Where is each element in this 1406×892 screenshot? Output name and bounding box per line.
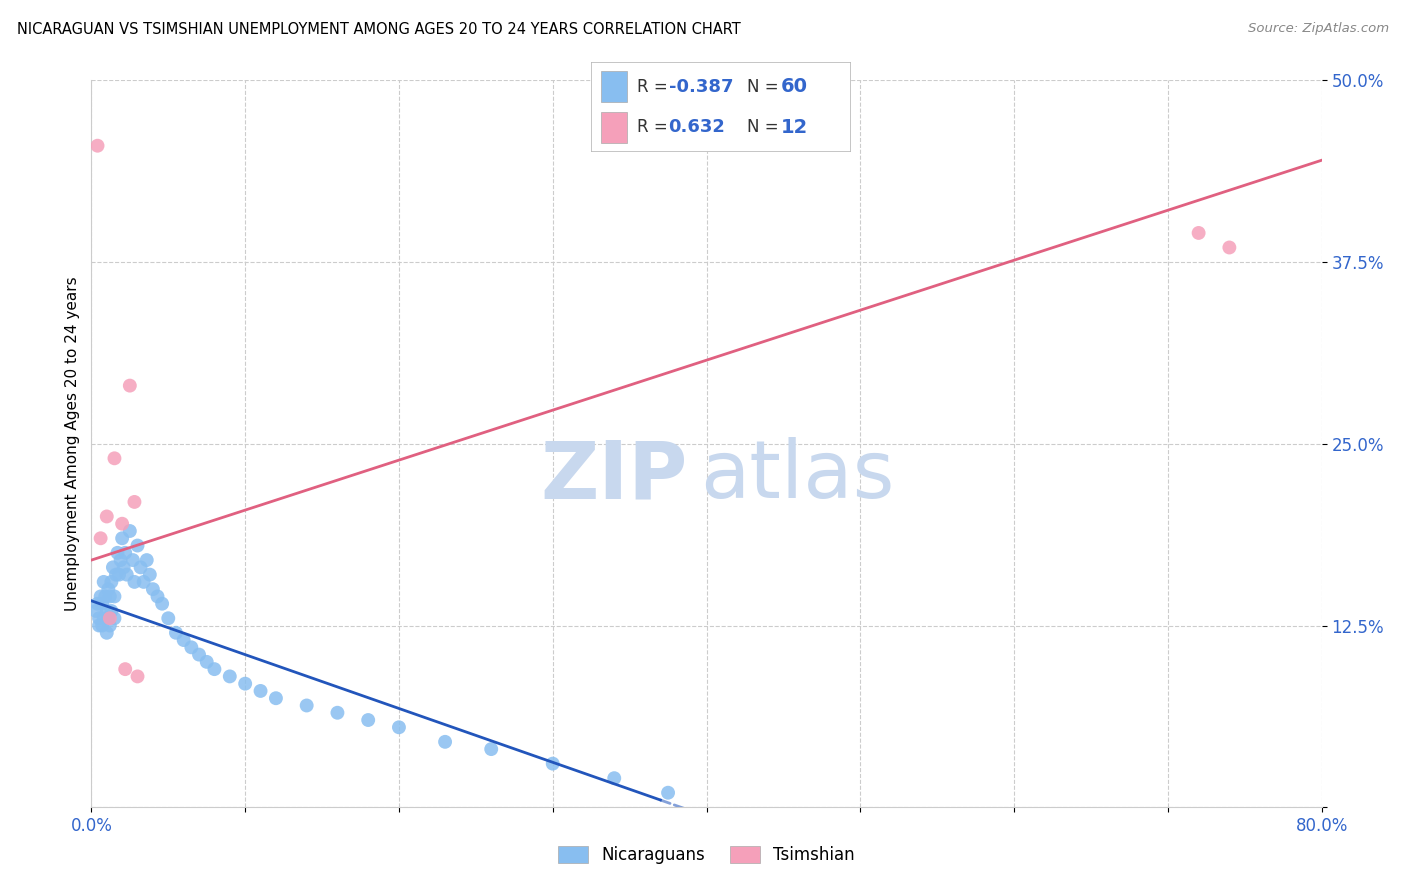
Point bbox=[96, 604, 118, 618]
Point bbox=[101, 560, 124, 574]
Text: ZIP: ZIP bbox=[541, 437, 688, 516]
Text: 60: 60 bbox=[780, 78, 807, 96]
Point bbox=[94, 590, 117, 604]
Point bbox=[103, 611, 125, 625]
Point bbox=[115, 567, 138, 582]
Point bbox=[135, 553, 157, 567]
Point bbox=[124, 495, 146, 509]
Point bbox=[114, 662, 136, 676]
Point bbox=[195, 655, 218, 669]
Text: -0.387: -0.387 bbox=[669, 78, 733, 96]
Point bbox=[111, 516, 134, 531]
Point bbox=[100, 604, 122, 618]
Point bbox=[105, 567, 127, 582]
Text: 0.632: 0.632 bbox=[669, 118, 725, 136]
Point bbox=[139, 567, 162, 582]
FancyBboxPatch shape bbox=[600, 112, 627, 143]
Text: N =: N = bbox=[747, 118, 789, 136]
Point bbox=[114, 546, 136, 560]
Point bbox=[107, 546, 129, 560]
Point bbox=[127, 669, 149, 683]
Point bbox=[479, 742, 502, 756]
Point bbox=[173, 633, 195, 648]
Point bbox=[249, 684, 271, 698]
Point bbox=[541, 756, 564, 771]
Point bbox=[84, 604, 107, 618]
Point bbox=[326, 706, 349, 720]
Point bbox=[118, 378, 141, 392]
Point bbox=[233, 676, 256, 690]
Point bbox=[1218, 240, 1240, 254]
Point bbox=[111, 531, 134, 545]
Point bbox=[98, 611, 121, 625]
Point bbox=[188, 648, 211, 662]
Point bbox=[218, 669, 240, 683]
Point bbox=[86, 138, 108, 153]
Point bbox=[146, 590, 169, 604]
Point bbox=[103, 451, 125, 466]
Point bbox=[1187, 226, 1209, 240]
Point bbox=[97, 582, 120, 597]
Point bbox=[87, 618, 110, 632]
Point bbox=[357, 713, 380, 727]
Point bbox=[122, 553, 145, 567]
Point bbox=[388, 720, 411, 734]
FancyBboxPatch shape bbox=[600, 71, 627, 102]
Point bbox=[90, 590, 112, 604]
Point bbox=[264, 691, 287, 706]
Point bbox=[108, 567, 131, 582]
Point bbox=[129, 560, 152, 574]
Point bbox=[112, 560, 135, 574]
Point bbox=[603, 771, 626, 785]
Point bbox=[124, 574, 146, 589]
Point bbox=[165, 625, 187, 640]
Point bbox=[98, 590, 121, 604]
Legend: Nicaraguans, Tsimshian: Nicaraguans, Tsimshian bbox=[558, 847, 855, 864]
Text: NICARAGUAN VS TSIMSHIAN UNEMPLOYMENT AMONG AGES 20 TO 24 YEARS CORRELATION CHART: NICARAGUAN VS TSIMSHIAN UNEMPLOYMENT AMO… bbox=[17, 22, 741, 37]
Point bbox=[132, 574, 155, 589]
Point bbox=[103, 590, 125, 604]
Text: R =: R = bbox=[637, 78, 673, 96]
Point bbox=[91, 597, 114, 611]
Point bbox=[180, 640, 202, 655]
Point bbox=[127, 539, 149, 553]
Point bbox=[96, 509, 118, 524]
Point bbox=[110, 553, 132, 567]
FancyBboxPatch shape bbox=[591, 62, 851, 152]
Point bbox=[96, 625, 118, 640]
Point bbox=[150, 597, 173, 611]
Text: R =: R = bbox=[637, 118, 679, 136]
Point bbox=[157, 611, 180, 625]
Y-axis label: Unemployment Among Ages 20 to 24 years: Unemployment Among Ages 20 to 24 years bbox=[65, 277, 80, 611]
Point bbox=[97, 611, 120, 625]
Point bbox=[100, 574, 122, 589]
Point bbox=[98, 618, 121, 632]
Point bbox=[90, 531, 112, 545]
Text: N =: N = bbox=[747, 78, 783, 96]
Point bbox=[91, 618, 114, 632]
Point bbox=[93, 611, 115, 625]
Point bbox=[657, 786, 679, 800]
Point bbox=[93, 574, 115, 589]
Point bbox=[118, 524, 141, 538]
Point bbox=[202, 662, 225, 676]
Text: 12: 12 bbox=[780, 118, 807, 136]
Point bbox=[295, 698, 318, 713]
Text: atlas: atlas bbox=[700, 437, 894, 516]
Point bbox=[87, 611, 110, 625]
Point bbox=[142, 582, 165, 597]
Point bbox=[434, 735, 457, 749]
Point bbox=[86, 597, 108, 611]
Text: Source: ZipAtlas.com: Source: ZipAtlas.com bbox=[1249, 22, 1389, 36]
